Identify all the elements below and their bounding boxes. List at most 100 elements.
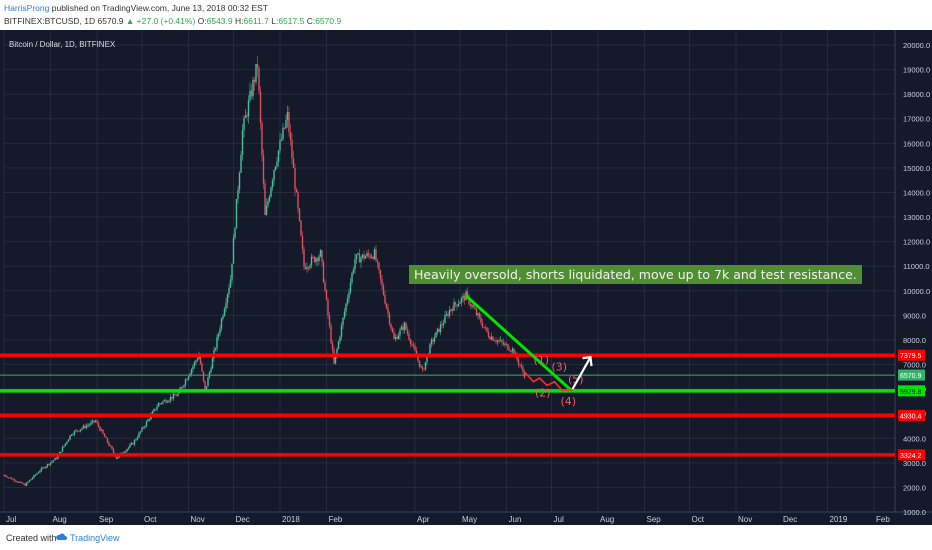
- candle-body: [99, 426, 101, 431]
- candle-body: [214, 348, 217, 350]
- candle-body: [61, 447, 64, 452]
- x-tick-label: Aug: [600, 515, 614, 524]
- candle-body: [334, 355, 337, 364]
- candle-body: [429, 344, 431, 356]
- candle-body: [409, 339, 412, 345]
- candle-body: [501, 340, 503, 343]
- candle-body: [306, 267, 308, 269]
- candle-body: [426, 355, 428, 363]
- candle-body: [57, 455, 59, 459]
- candle-body: [246, 115, 248, 117]
- candle-body: [456, 304, 458, 307]
- candle-body: [373, 249, 376, 259]
- price-chart[interactable]: 1000.02000.03000.04000.05000.06000.07000…: [0, 30, 932, 525]
- candle-body: [181, 386, 184, 388]
- candle-body: [31, 477, 34, 480]
- candle-body: [268, 196, 271, 202]
- candle-body: [394, 336, 397, 339]
- candle-body: [288, 112, 290, 132]
- candle-body: [231, 263, 233, 280]
- candle-body: [438, 328, 440, 333]
- candle-body: [115, 456, 118, 459]
- candle-body: [417, 356, 419, 361]
- x-tick-label: Apr: [417, 515, 430, 524]
- candle-body: [247, 100, 250, 117]
- candle-body: [22, 483, 25, 485]
- candle-body: [412, 344, 415, 346]
- x-tick-label: Oct: [144, 515, 157, 524]
- last-price: 6570.9: [97, 16, 124, 26]
- candle-body: [363, 254, 365, 259]
- candle-body: [48, 464, 50, 466]
- high-value: 6611.7: [243, 16, 269, 26]
- candle-body: [325, 290, 328, 300]
- candle-body: [322, 261, 325, 283]
- y-tick-label: 18000.0: [903, 90, 930, 99]
- candle-body: [463, 295, 466, 301]
- candle-body: [223, 309, 226, 316]
- candle-body: [355, 254, 358, 260]
- candle-body: [399, 329, 401, 336]
- author-link[interactable]: HarrisProng: [4, 3, 50, 13]
- candle-body: [466, 291, 469, 296]
- candle-body: [364, 256, 367, 259]
- candle-body: [274, 166, 277, 170]
- candle-body: [261, 122, 263, 156]
- candle-body: [9, 477, 11, 479]
- candle-body: [352, 269, 355, 273]
- candle-body: [153, 409, 155, 412]
- candle-body: [244, 115, 247, 118]
- wave-label: (2): [535, 386, 551, 399]
- candle-body: [193, 362, 196, 367]
- candle-body: [222, 315, 224, 319]
- candle-body: [33, 475, 35, 478]
- candle-body: [267, 201, 269, 206]
- candle-body: [130, 443, 133, 445]
- candle-body: [265, 205, 268, 215]
- candle-body: [54, 457, 56, 461]
- close-value: 6570.9: [315, 16, 342, 26]
- candle-body: [67, 439, 70, 442]
- candle-body: [51, 461, 53, 463]
- candle-body: [513, 348, 515, 356]
- candle-body: [444, 315, 446, 324]
- annotation-note[interactable]: Heavily oversold, shorts liquidated, mov…: [409, 265, 862, 284]
- candle-body: [102, 429, 104, 434]
- candle-body: [318, 256, 320, 262]
- candle-body: [250, 90, 253, 97]
- candle-body: [385, 303, 388, 309]
- candle-body: [168, 400, 170, 402]
- candle-body: [82, 425, 85, 429]
- chart-area[interactable]: 1000.02000.03000.04000.05000.06000.07000…: [0, 30, 932, 525]
- candle-body: [358, 253, 361, 263]
- candle-body: [448, 310, 451, 317]
- candle-body: [264, 183, 266, 215]
- candle-body: [37, 472, 40, 474]
- candle-body: [504, 343, 506, 345]
- candle-body: [73, 430, 76, 435]
- candle-body: [136, 437, 139, 440]
- candle-body: [280, 139, 283, 141]
- candle-body: [315, 258, 317, 263]
- y-tick-label: 12000.0: [903, 238, 930, 247]
- candle-body: [16, 481, 19, 483]
- candle-body: [123, 452, 125, 454]
- candle-body: [511, 348, 514, 352]
- x-tick-label: Sep: [99, 515, 114, 524]
- footer-brand-link[interactable]: TradingView: [70, 533, 120, 543]
- candle-body: [139, 431, 142, 433]
- candle-body: [502, 342, 505, 345]
- x-tick-label: 2019: [830, 515, 848, 524]
- candle-body: [187, 376, 190, 380]
- candle-body: [21, 481, 23, 484]
- candle-body: [75, 430, 77, 432]
- candle-body: [348, 292, 350, 299]
- candle-body: [397, 335, 400, 340]
- candle-body: [418, 360, 421, 367]
- y-tick-label: 1000.0: [903, 508, 926, 517]
- candle-body: [298, 208, 301, 221]
- candle-body: [192, 366, 194, 370]
- candle-body: [349, 282, 352, 293]
- candle-body: [496, 340, 499, 342]
- candle-body: [142, 427, 145, 429]
